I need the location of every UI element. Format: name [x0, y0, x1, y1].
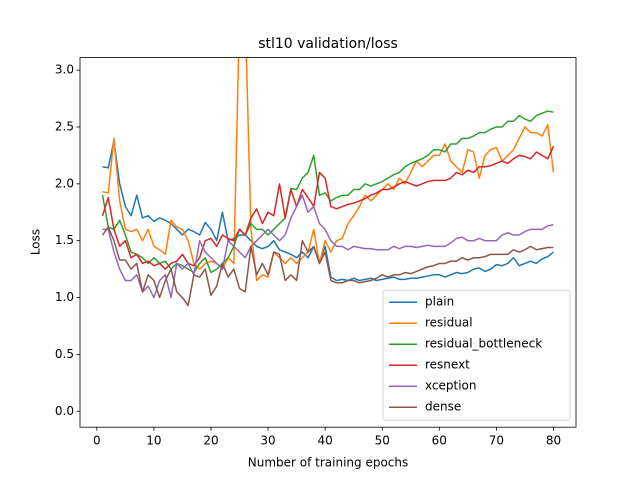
series-line — [101, 226, 554, 307]
x-axis-label: Number of training epochs — [248, 456, 409, 470]
x-tick-label: 40 — [318, 434, 333, 448]
y-tick-label: 0.5 — [55, 347, 74, 361]
series-line — [102, 194, 554, 299]
x-tick-label: 30 — [260, 434, 275, 448]
y-axis-label: Loss — [29, 229, 43, 255]
y-tick-label: 1.5 — [55, 233, 74, 247]
series-line — [102, 139, 554, 282]
x-tick-label: 10 — [146, 434, 161, 448]
series-line — [101, 145, 555, 270]
y-tick-label: 1.0 — [55, 290, 74, 304]
plot-lines — [101, 57, 555, 307]
y-tick-label: 0.0 — [55, 404, 74, 418]
chart-title: stl10 validation/loss — [258, 36, 398, 52]
x-tick-label: 60 — [432, 434, 447, 448]
legend-label: dense — [425, 400, 461, 414]
x-tick-label: 50 — [375, 434, 390, 448]
series-line — [102, 57, 555, 282]
y-tick-label: 2.0 — [55, 176, 74, 190]
axes-frame — [79, 57, 577, 428]
x-tick-label: 80 — [546, 434, 561, 448]
legend-label: resnext — [425, 358, 470, 372]
y-tick-label: 3.0 — [55, 63, 74, 77]
legend-label: residual_bottleneck — [425, 337, 542, 351]
legend-label: xception — [425, 379, 476, 393]
legend-label: residual — [425, 316, 473, 330]
x-tick-label: 0 — [93, 434, 101, 448]
x-tick-label: 20 — [203, 434, 218, 448]
x-tick-label: 70 — [489, 434, 504, 448]
legend-box — [382, 289, 571, 421]
legend-label: plain — [425, 295, 454, 309]
y-tick-label: 2.5 — [55, 119, 74, 133]
